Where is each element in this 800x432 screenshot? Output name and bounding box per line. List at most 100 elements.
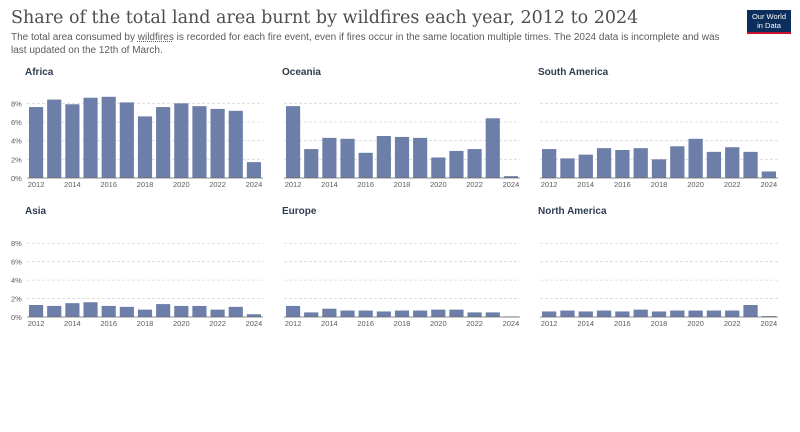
panel-title-oceania: Oceania — [282, 67, 321, 78]
bar-asia-2014[interactable] — [65, 303, 80, 317]
bar-europe-2017[interactable] — [376, 311, 391, 317]
y-tick-label: 8% — [11, 239, 22, 248]
y-tick-label: 2% — [11, 295, 22, 304]
bar-south-america-2014[interactable] — [578, 154, 593, 178]
bar-north-america-2014[interactable] — [578, 311, 593, 317]
bar-oceania-2016[interactable] — [358, 152, 373, 178]
bar-europe-2018[interactable] — [394, 310, 410, 317]
bar-asia-2018[interactable] — [137, 309, 153, 317]
bar-south-america-2012[interactable] — [542, 149, 557, 178]
bar-asia-2024[interactable] — [246, 314, 262, 317]
bar-south-america-2022[interactable] — [725, 147, 740, 178]
bar-africa-2020[interactable] — [174, 103, 189, 178]
bar-asia-2019[interactable] — [156, 304, 171, 317]
bar-oceania-2012[interactable] — [285, 106, 301, 178]
bar-oceania-2023[interactable] — [485, 118, 500, 178]
x-tick-label: 2014 — [577, 180, 594, 189]
bar-south-america-2017[interactable] — [633, 148, 648, 178]
bar-north-america-2016[interactable] — [615, 311, 630, 317]
bar-africa-2022[interactable] — [210, 108, 225, 178]
panel-north-america: North America 2012 2014 2016 2018 2020 2022 202… — [538, 206, 778, 328]
bar-asia-2021[interactable] — [192, 305, 207, 317]
bar-north-america-2021[interactable] — [706, 310, 722, 317]
bar-north-america-2018[interactable] — [651, 311, 667, 317]
bar-europe-2016[interactable] — [358, 310, 373, 317]
bar-north-america-2015[interactable] — [596, 310, 612, 317]
bar-asia-2013[interactable] — [47, 305, 62, 317]
bar-africa-2023[interactable] — [228, 110, 243, 178]
bar-asia-2017[interactable] — [119, 306, 134, 317]
bar-oceania-2024[interactable] — [503, 176, 519, 178]
wildfires-link[interactable]: wildfires — [137, 32, 174, 43]
bar-africa-2019[interactable] — [156, 107, 171, 178]
y-tick-label: 0% — [11, 174, 22, 183]
bar-europe-2020[interactable] — [431, 309, 446, 317]
x-tick-label: 2016 — [614, 180, 631, 189]
bar-south-america-2021[interactable] — [706, 151, 722, 178]
bar-europe-2019[interactable] — [413, 310, 428, 317]
panel-europe: Europe 2012 2014 2016 2018 2020 2022 2024 — [282, 206, 520, 328]
bar-north-america-2013[interactable] — [560, 310, 575, 317]
bar-oceania-2020[interactable] — [431, 157, 446, 178]
bar-south-america-2024[interactable] — [761, 171, 776, 178]
bar-north-america-2024[interactable] — [761, 316, 776, 317]
bar-north-america-2022[interactable] — [725, 310, 740, 317]
bar-north-america-2019[interactable] — [670, 310, 685, 317]
bar-south-america-2019[interactable] — [670, 146, 685, 178]
bar-south-america-2018[interactable] — [651, 159, 667, 178]
bar-oceania-2015[interactable] — [340, 138, 355, 178]
bar-europe-2021[interactable] — [449, 309, 464, 317]
bar-africa-2017[interactable] — [119, 102, 134, 178]
bar-oceania-2021[interactable] — [449, 150, 464, 178]
bar-africa-2016[interactable] — [101, 96, 116, 178]
bar-oceania-2014[interactable] — [322, 137, 337, 178]
bar-africa-2012[interactable] — [28, 107, 44, 178]
bar-europe-2015[interactable] — [340, 310, 355, 317]
bar-oceania-2018[interactable] — [394, 136, 410, 178]
bar-africa-2015[interactable] — [83, 97, 98, 178]
x-tick-label: 2022 — [466, 319, 483, 328]
bar-north-america-2020[interactable] — [688, 310, 703, 317]
bar-asia-2015[interactable] — [83, 302, 98, 317]
bar-africa-2024[interactable] — [246, 162, 262, 178]
bar-africa-2014[interactable] — [65, 104, 80, 178]
x-tick-label: 2022 — [209, 319, 226, 328]
bar-europe-2014[interactable] — [322, 308, 337, 317]
x-tick-label: 2020 — [687, 319, 704, 328]
bar-asia-2016[interactable] — [101, 305, 116, 317]
x-tick-label: 2022 — [466, 180, 483, 189]
x-tick-label: 2018 — [394, 319, 411, 328]
y-tick-label: 2% — [11, 155, 22, 164]
bar-south-america-2020[interactable] — [688, 138, 703, 178]
panel-title-north-america: North America — [538, 206, 607, 217]
bar-europe-2013[interactable] — [304, 312, 319, 317]
bar-south-america-2015[interactable] — [596, 148, 612, 178]
bar-europe-2022[interactable] — [467, 312, 482, 317]
bar-oceania-2022[interactable] — [467, 149, 482, 178]
bar-asia-2022[interactable] — [210, 309, 225, 317]
bar-oceania-2019[interactable] — [413, 137, 428, 178]
panel-africa: Africa 0% 2% 4% 6% 8% 2012 2014 2016 2018 2020 2022… — [11, 67, 263, 189]
bar-south-america-2016[interactable] — [615, 150, 630, 178]
bar-asia-2012[interactable] — [28, 305, 44, 317]
bar-south-america-2013[interactable] — [560, 158, 575, 178]
bar-asia-2020[interactable] — [174, 305, 189, 317]
owid-logo[interactable]: Our World in Data — [747, 10, 791, 34]
bar-europe-2023[interactable] — [485, 312, 500, 317]
bar-asia-2023[interactable] — [228, 306, 243, 317]
x-tick-label: 2014 — [64, 180, 81, 189]
bar-africa-2021[interactable] — [192, 106, 207, 178]
bar-africa-2013[interactable] — [47, 99, 62, 178]
bar-europe-2012[interactable] — [285, 305, 301, 317]
y-tick-label: 4% — [11, 276, 22, 285]
bar-oceania-2013[interactable] — [304, 149, 319, 178]
bar-oceania-2017[interactable] — [376, 136, 391, 178]
bar-africa-2018[interactable] — [137, 116, 153, 178]
chart-title: Share of the total land area burnt by wi… — [11, 8, 639, 28]
bar-north-america-2012[interactable] — [542, 311, 557, 317]
bar-north-america-2023[interactable] — [743, 305, 758, 317]
bar-north-america-2017[interactable] — [633, 309, 648, 317]
bar-south-america-2023[interactable] — [743, 151, 758, 178]
